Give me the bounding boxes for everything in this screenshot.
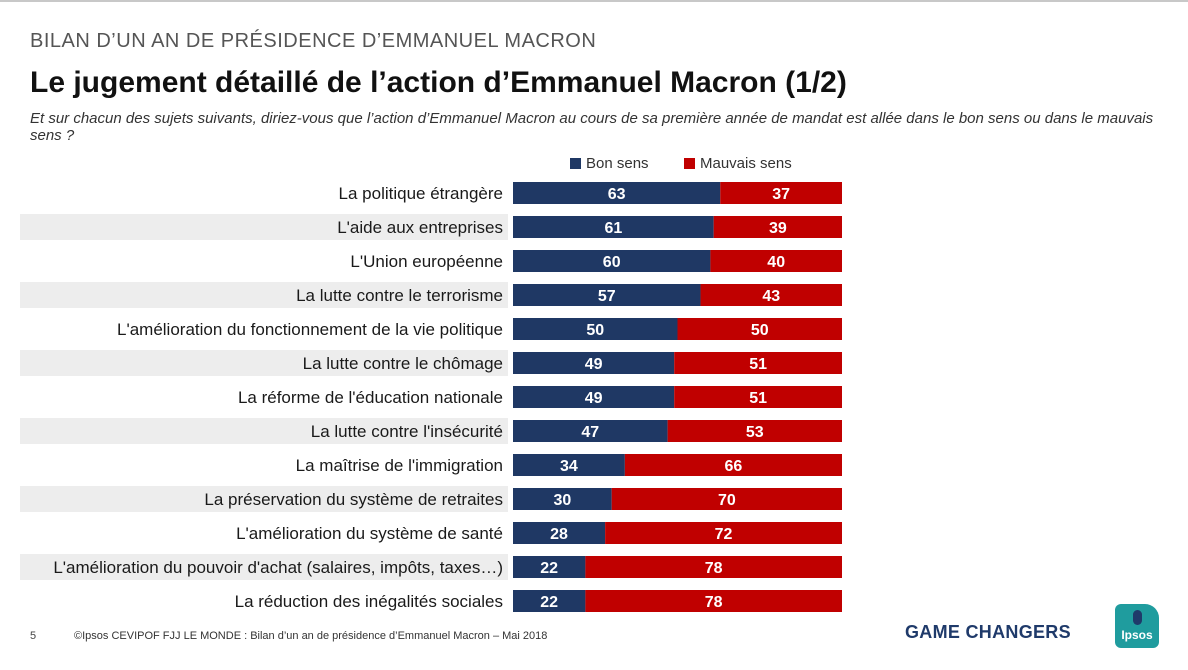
bar-bon-sens [513,420,668,442]
page-number: 5 [30,630,37,642]
value-label-mauvais-sens: 43 [762,288,780,305]
bar-mauvais-sens [585,556,842,578]
value-label-bon-sens: 60 [603,254,621,271]
bar-bon-sens [513,454,625,476]
value-label-bon-sens: 49 [585,390,603,407]
bar-mauvais-sens [700,284,842,306]
bar-bon-sens [513,522,606,544]
category-label: La maîtrise de l'immigration [296,456,503,475]
bar-mauvais-sens [667,420,842,442]
bar-mauvais-sens [720,182,842,204]
bar-bon-sens [513,182,721,204]
category-label: La lutte contre le terrorisme [296,286,503,305]
category-label: La réduction des inégalités sociales [235,592,503,611]
row-stripe [20,554,508,580]
logo-mark-icon [1133,610,1142,625]
value-label-mauvais-sens: 37 [772,186,790,203]
value-label-mauvais-sens: 78 [705,594,723,611]
value-label-bon-sens: 28 [550,526,568,543]
value-label-bon-sens: 63 [608,186,626,203]
ipsos-logo: Ipsos [1115,604,1159,648]
bar-mauvais-sens [710,250,842,272]
legend-swatch-bon-sens [570,157,581,169]
bar-bon-sens [513,386,675,408]
category-label: L'amélioration du système de santé [236,524,503,543]
bar-mauvais-sens [713,216,842,238]
legend-bon-sens: Bon sens [570,153,649,173]
legend-mauvais-sens: Mauvais sens [684,153,792,173]
category-label: L'Union européenne [350,252,503,271]
chart-subtitle: Et sur chacun des sujets suivants, dirie… [30,110,1154,144]
category-label: L'aide aux entreprises [337,218,503,237]
bar-mauvais-sens [611,488,842,510]
value-label-bon-sens: 49 [585,356,603,373]
bar-bon-sens [513,352,675,374]
category-label: La lutte contre le chômage [303,354,503,373]
tagline: GAME CHANGERS [905,622,1071,642]
bar-bon-sens [513,250,711,272]
category-label: La réforme de l'éducation nationale [238,388,503,407]
top-divider [0,0,1188,2]
bar-bon-sens [513,216,714,238]
legend-label-bon-sens: Bon sens [586,154,649,172]
row-stripe [20,418,508,444]
category-label: La préservation du système de retraites [204,490,503,509]
value-label-mauvais-sens: 70 [718,492,736,509]
bar-bon-sens [513,590,586,612]
bar-mauvais-sens [674,352,842,374]
logo-text: Ipsos [1121,628,1153,642]
value-label-mauvais-sens: 53 [746,424,764,441]
bar-bon-sens [513,318,678,340]
value-label-bon-sens: 57 [598,288,616,305]
category-label: L'amélioration du pouvoir d'achat (salai… [53,558,503,577]
bar-mauvais-sens [585,590,842,612]
value-label-mauvais-sens: 39 [769,220,787,237]
value-label-mauvais-sens: 72 [715,526,733,543]
bar-mauvais-sens [624,454,842,476]
legend-label-mauvais-sens: Mauvais sens [700,154,792,172]
value-label-mauvais-sens: 51 [749,356,767,373]
value-label-bon-sens: 22 [540,560,558,577]
category-label: La politique étrangère [339,184,503,203]
source-note: ©Ipsos CEVIPOF FJJ LE MONDE : Bilan d’un… [74,630,548,642]
bar-mauvais-sens [674,386,842,408]
value-label-bon-sens: 22 [540,594,558,611]
legend-swatch-mauvais-sens [684,157,695,169]
chart-title: Le jugement détaillé de l’action d’Emman… [30,66,847,99]
row-stripe [20,350,508,376]
bar-bon-sens [513,488,612,510]
bar-bon-sens [513,284,701,306]
row-stripe [20,486,508,512]
row-stripe [20,214,508,240]
value-label-mauvais-sens: 78 [705,560,723,577]
category-label: L'amélioration du fonctionnement de la v… [117,320,503,339]
section-header: BILAN D’UN AN DE PRÉSIDENCE D’EMMANUEL M… [30,30,597,52]
category-label: La lutte contre l'insécurité [311,422,503,441]
value-label-mauvais-sens: 50 [751,322,769,339]
bar-mauvais-sens [677,318,842,340]
value-label-bon-sens: 30 [553,492,571,509]
value-label-mauvais-sens: 40 [767,254,785,271]
value-label-mauvais-sens: 51 [749,390,767,407]
value-label-bon-sens: 50 [586,322,604,339]
bar-bon-sens [513,556,586,578]
value-label-bon-sens: 61 [604,220,622,237]
value-label-bon-sens: 47 [581,424,599,441]
value-label-bon-sens: 34 [560,458,578,475]
row-stripe [20,282,508,308]
value-label-mauvais-sens: 66 [725,458,743,475]
bar-mauvais-sens [605,522,842,544]
